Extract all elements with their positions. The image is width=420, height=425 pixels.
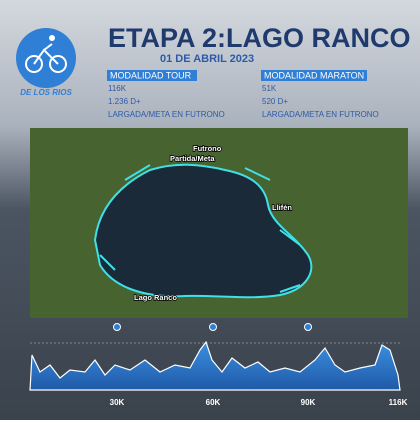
modality-distance: 116K xyxy=(108,84,127,93)
map-label: Llifén xyxy=(272,203,292,212)
modality-start: LARGADA/META EN FUTRONO xyxy=(108,110,225,119)
elevation-profile: 30K 60K 90K 116K xyxy=(29,323,408,407)
map-label: Partida/Meta xyxy=(170,154,215,163)
x-tick-label: 116K xyxy=(389,398,408,407)
date: 01 DE ABRIL 2023 xyxy=(160,53,254,65)
logo: TOUR DE LOS RIOS xyxy=(16,28,76,97)
map: Futrono Partida/Meta Llifén Lago Ranco xyxy=(30,128,408,318)
x-tick-label: 30K xyxy=(110,398,125,407)
modality: MODALIDAD TOUR 116K 1.236 D+ LARGADA/MET… xyxy=(107,70,225,119)
x-tick-label: 90K xyxy=(301,398,316,407)
modality-distance: 51K xyxy=(262,84,277,93)
modality-name: MODALIDAD TOUR xyxy=(110,70,192,80)
modality-elevation: 520 D+ xyxy=(262,97,288,106)
modality-name: MODALIDAD MARATON xyxy=(264,70,364,80)
modality: MODALIDAD MARATON 51K 520 D+ LARGADA/MET… xyxy=(261,70,379,119)
map-label: Futrono xyxy=(193,144,222,153)
logo-line: TOUR xyxy=(32,77,61,88)
map-label: Lago Ranco xyxy=(134,293,177,302)
modality-elevation: 1.236 D+ xyxy=(108,97,141,106)
logo-line: DE LOS RIOS xyxy=(20,88,72,97)
title: ETAPA 2:LAGO RANCO xyxy=(108,23,411,53)
modality-start: LARGADA/META EN FUTRONO xyxy=(262,110,379,119)
x-tick-label: 60K xyxy=(206,398,221,407)
